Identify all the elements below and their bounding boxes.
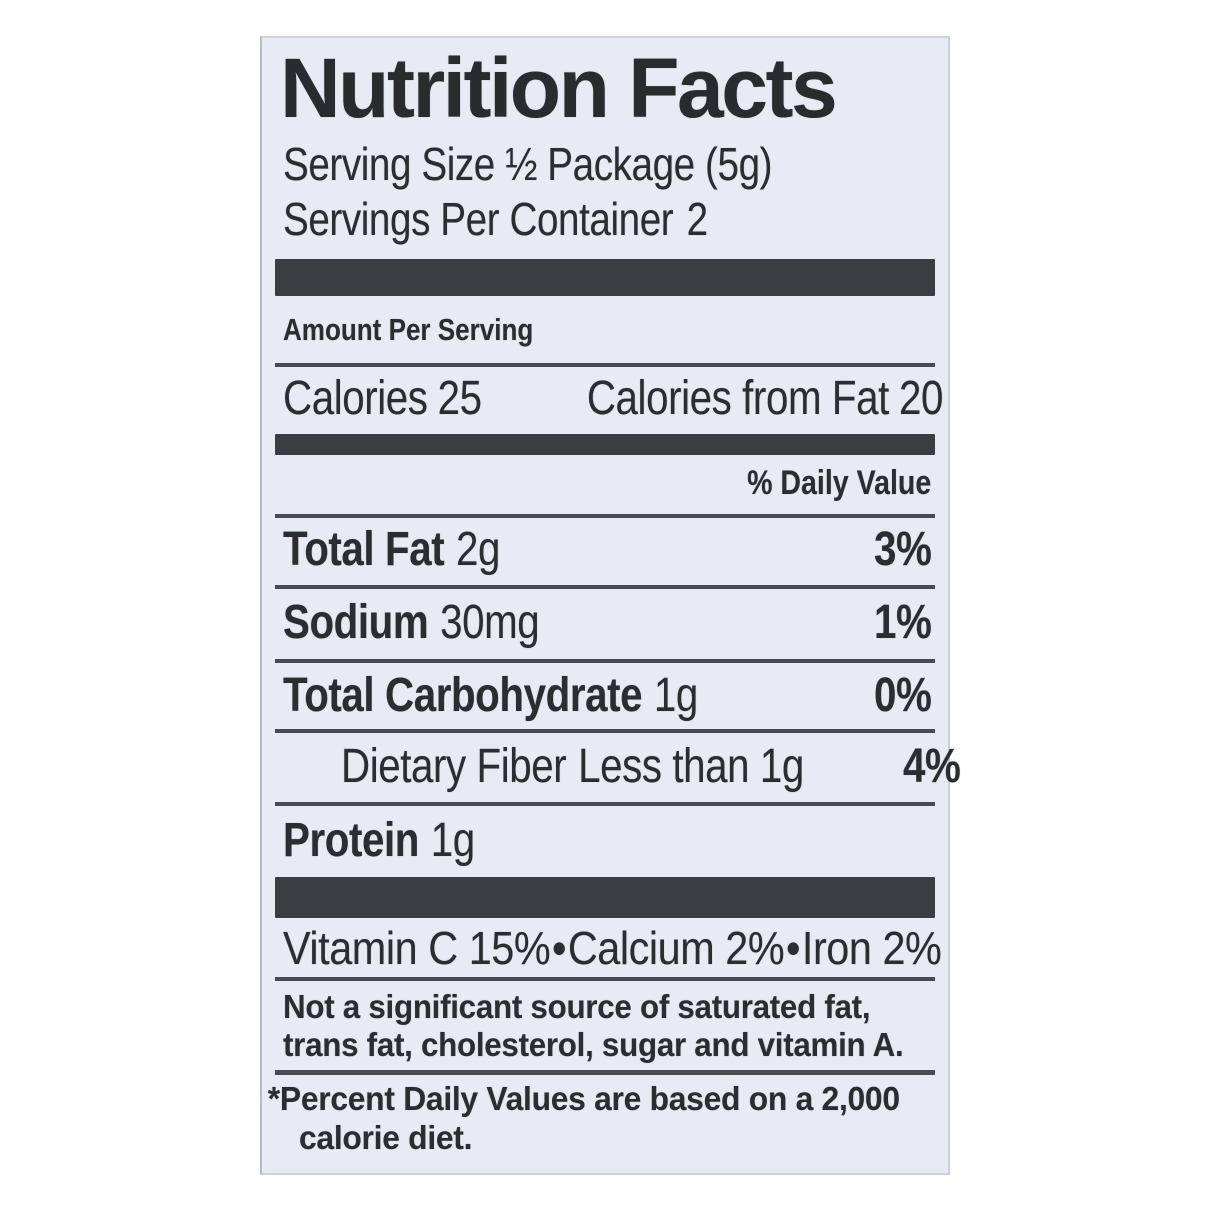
nutrient-amount: Less than 1g bbox=[578, 740, 804, 793]
calories-label: Calories bbox=[283, 372, 428, 425]
nutrient-daily-value: 4% bbox=[903, 740, 961, 793]
footnote-line-1: *Percent Daily Values are based on a 2,0… bbox=[267, 1081, 900, 1118]
nutrient-amount: 1g bbox=[430, 814, 475, 867]
row-dietary-fiber: Dietary Fiber Less than 1g 4% bbox=[283, 740, 961, 794]
row-sodium: Sodium 30mg 1% bbox=[283, 596, 931, 650]
iron-value: Iron 2% bbox=[801, 922, 942, 974]
not-significant-source-note: Not a significant source of saturated fa… bbox=[283, 988, 931, 1064]
calories-from-fat-value: 20 bbox=[899, 372, 944, 425]
nutrient-name: Dietary Fiber bbox=[341, 740, 567, 793]
hairline-divider bbox=[275, 977, 935, 981]
nutrient-name: Total Carbohydrate bbox=[283, 669, 643, 722]
thick-divider-top bbox=[275, 259, 935, 296]
row-total-carbohydrate: Total Carbohydrate 1g 0% bbox=[283, 669, 931, 723]
row-protein: Protein 1g bbox=[283, 814, 931, 868]
daily-value-header: % Daily Value bbox=[746, 464, 931, 502]
nutrient-name: Total Fat bbox=[283, 523, 445, 576]
vitamin-c-value: Vitamin C 15% bbox=[283, 922, 551, 974]
nutrient-amount: 1g bbox=[653, 669, 698, 722]
calories-from-fat-label: Calories from Fat bbox=[587, 372, 890, 425]
thick-divider-bottom bbox=[275, 877, 935, 918]
hairline-divider bbox=[275, 514, 935, 518]
footnote-line-2: calorie diet. bbox=[299, 1119, 473, 1157]
servings-per-container-value: 2 bbox=[686, 193, 709, 245]
hairline-divider bbox=[275, 729, 935, 733]
nutrient-name: Protein bbox=[283, 814, 419, 867]
note-line-1: Not a significant source of saturated fa… bbox=[283, 988, 871, 1025]
bullet-separator: • bbox=[552, 922, 567, 974]
hairline-divider bbox=[275, 585, 935, 589]
servings-per-container-line: Servings Per Container 2 bbox=[283, 193, 931, 245]
hairline-divider bbox=[275, 363, 935, 367]
amount-per-serving-heading: Amount Per Serving bbox=[283, 312, 534, 347]
serving-size-line: Serving Size ½ Package (5g) bbox=[283, 138, 931, 190]
serving-size-text: Serving Size ½ Package (5g) bbox=[283, 138, 773, 190]
nutrient-name: Sodium bbox=[283, 596, 429, 649]
vitamins-minerals-line: Vitamin C 15%•Calcium 2%•Iron 2% bbox=[283, 922, 942, 974]
hairline-divider bbox=[275, 659, 935, 663]
nutrient-amount: 30mg bbox=[440, 596, 540, 649]
hairline-divider bbox=[275, 802, 935, 806]
bullet-separator: • bbox=[786, 922, 801, 974]
percent-daily-values-footnote: *Percent Daily Values are based on a 2,0… bbox=[267, 1081, 931, 1158]
nutrient-daily-value: 0% bbox=[873, 669, 932, 722]
nutrient-daily-value: 1% bbox=[873, 596, 932, 649]
nutrient-daily-value: 3% bbox=[873, 523, 932, 576]
medium-divider bbox=[275, 434, 935, 455]
calories-row: Calories 25 Calories from Fat 20 bbox=[283, 372, 944, 426]
row-total-fat: Total Fat 2g 3% bbox=[283, 523, 931, 577]
nutrient-amount: 2g bbox=[455, 523, 500, 576]
nutrition-facts-title: Nutrition Facts bbox=[280, 41, 838, 135]
servings-per-container-label: Servings Per Container bbox=[283, 193, 674, 245]
calcium-value: Calcium 2% bbox=[567, 922, 785, 974]
note-line-2: trans fat, cholesterol, sugar and vitami… bbox=[283, 1026, 904, 1063]
hairline-divider bbox=[275, 1070, 935, 1075]
calories-value: 25 bbox=[437, 372, 482, 425]
nutrition-facts-label: Nutrition Facts Serving Size ½ Package (… bbox=[260, 36, 961, 1175]
